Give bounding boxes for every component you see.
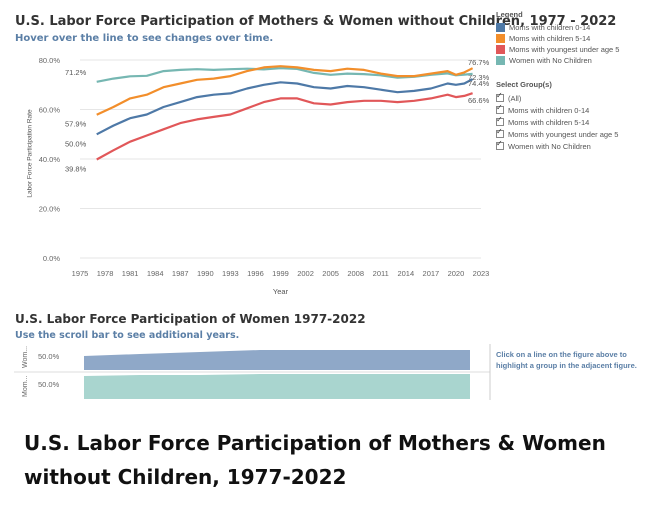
legend-item-moms-under-5[interactable]: Moms with youngest under age 5 (496, 44, 646, 55)
x-tick-label: 2005 (322, 269, 339, 278)
x-tick-label: 1996 (247, 269, 264, 278)
series-end-label: 66.6% (468, 96, 490, 105)
area-chart-strip[interactable]: Wom... Mom... 50.0% 50.0% (0, 344, 646, 404)
filter-option-label: Moms with children 0-14 (508, 105, 590, 115)
filter-option-moms-0-14[interactable]: Moms with children 0-14 (496, 103, 646, 116)
legend-swatch (496, 34, 505, 43)
x-tick-label: 1987 (172, 269, 189, 278)
area-women[interactable] (84, 374, 470, 399)
series-line[interactable] (96, 78, 474, 136)
strip-tick-top: 50.0% (38, 352, 60, 361)
series-end-label: 74.4% (468, 79, 490, 88)
legend-swatch (496, 23, 505, 32)
select-groups-title: Select Group(s) (496, 80, 552, 89)
bottom-chart-title: U.S. Labor Force Participation of Women … (15, 312, 366, 326)
series-start-label: 71.2% (65, 68, 87, 77)
figure-caption: U.S. Labor Force Participation of Mother… (24, 431, 606, 489)
legend-item-moms-5-14[interactable]: Moms with children 5-14 (496, 33, 646, 44)
y-tick-label: 0.0% (43, 254, 60, 263)
line-chart[interactable]: 0.0% 20.0% 40.0% 60.0% 80.0% 1975 1978 1981 1984… (0, 0, 646, 300)
checkbox[interactable] (496, 115, 504, 126)
legend-label: Moms with youngest under age 5 (509, 45, 620, 54)
row-label-bottom: Mom... (22, 376, 29, 397)
filter-option-moms-5-14[interactable]: Moms with children 5-14 (496, 115, 646, 128)
x-tick-label: 1990 (197, 269, 214, 278)
x-tick-label: 1975 (72, 269, 89, 278)
bottom-chart-note: Click on a line on the figure above to h… (496, 350, 637, 370)
x-tick-label: 2011 (373, 269, 389, 278)
series-end-label: 72.3% (468, 73, 490, 82)
row-label-top: Wom... (22, 346, 29, 368)
select-groups-filter: Select Group(s) (All) Moms with children… (496, 80, 646, 152)
series-line[interactable] (96, 67, 473, 83)
x-tick-label: 1993 (222, 269, 239, 278)
series-start-label: 50.0% (65, 139, 87, 148)
strip-tick-bottom: 50.0% (38, 380, 60, 389)
checkbox[interactable] (496, 139, 504, 150)
legend-label: Moms with children 0-14 (509, 23, 591, 32)
series-line[interactable] (96, 65, 474, 116)
filter-option-label: Moms with youngest under age 5 (508, 129, 619, 139)
series-start-label: 39.8% (65, 164, 87, 173)
filter-option-label: Women with No Children (508, 141, 591, 151)
x-tick-label: 2020 (448, 269, 465, 278)
x-tick-label: 2002 (297, 269, 314, 278)
legend-item-moms-0-14[interactable]: Moms with children 0-14 (496, 22, 646, 33)
legend-swatch (496, 56, 505, 65)
y-tick-label: 40.0% (39, 155, 61, 164)
y-tick-label: 20.0% (39, 205, 61, 214)
chart-title: U.S. Labor Force Participation of Mother… (15, 14, 617, 29)
checkbox[interactable] (496, 91, 504, 102)
y-axis-label: Labor Force Participation Rate (26, 109, 34, 198)
x-tick-label: 1984 (147, 269, 164, 278)
y-tick-label: 60.0% (39, 106, 61, 115)
legend-title: Legend (496, 10, 523, 19)
x-tick-label: 2008 (347, 269, 364, 278)
x-tick-label: 2017 (423, 269, 440, 278)
y-tick-label: 80.0% (39, 56, 61, 65)
x-tick-label: 2014 (397, 269, 414, 278)
x-axis-label: Year (273, 287, 289, 296)
chart-subtitle: Hover over the line to see changes over … (15, 33, 274, 44)
legend-label: Moms with children 5-14 (509, 34, 591, 43)
x-tick-label: 1999 (272, 269, 289, 278)
checkbox[interactable] (496, 103, 504, 114)
x-tick-label: 1978 (97, 269, 114, 278)
series-end-label: 76.7% (468, 58, 490, 67)
x-tick-label: 2023 (473, 269, 490, 278)
filter-option-label: Moms with children 5-14 (508, 117, 590, 127)
legend-swatch (496, 45, 505, 54)
series-line[interactable] (96, 92, 473, 161)
filter-option-all[interactable]: (All) (496, 91, 646, 104)
checkbox[interactable] (496, 127, 504, 138)
legend-item-no-children[interactable]: Women with No Children (496, 55, 646, 66)
legend-label: Women with No Children (509, 56, 592, 65)
x-tick-label: 1981 (122, 269, 139, 278)
area-moms[interactable] (84, 350, 470, 370)
bottom-chart-subtitle: Use the scroll bar to see additional yea… (15, 330, 240, 341)
series-start-label: 57.9% (65, 120, 87, 129)
filter-option-no-children[interactable]: Women with No Children (496, 139, 646, 152)
filter-option-moms-under-5[interactable]: Moms with youngest under age 5 (496, 127, 646, 140)
legend: Legend Moms with children 0-14 Moms with… (496, 10, 646, 66)
filter-option-label: (All) (508, 93, 522, 103)
